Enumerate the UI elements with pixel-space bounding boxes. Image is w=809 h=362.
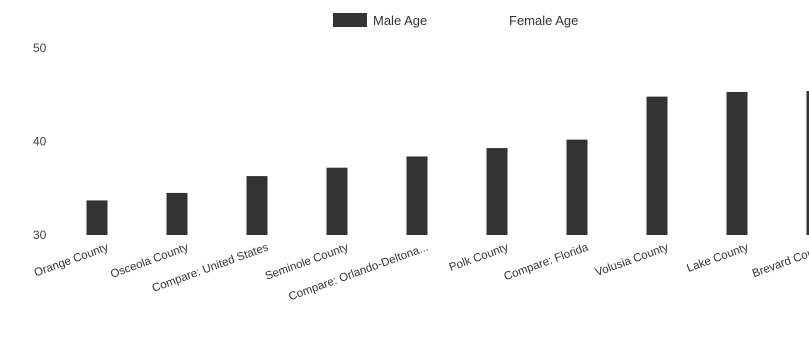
bar-male-age[interactable] [406,156,428,235]
x-category-label: Volusia County [594,241,670,279]
x-category-label: Compare: Florida [502,241,590,283]
legend-label-female-age[interactable]: Female Age [509,13,578,28]
bar-male-age[interactable] [326,167,348,235]
legend-label-male-age[interactable]: Male Age [373,13,427,28]
bar-male-age[interactable] [806,91,809,235]
bars [86,91,809,236]
bar-male-age[interactable] [646,96,668,236]
x-category-label: Compare: Orlando-Deltona... [287,242,430,304]
y-tick-label: 40 [33,135,47,149]
x-category-label: Polk County [448,241,511,274]
bar-male-age[interactable] [166,192,188,235]
bar-male-age[interactable] [86,200,108,235]
bar-male-age[interactable] [246,176,268,235]
bar-male-age[interactable] [726,91,748,235]
x-category-label: Lake County [685,241,750,274]
legend-swatch-male-age[interactable] [333,13,367,27]
x-category-label: Orange County [33,241,111,279]
bar-male-age[interactable] [566,139,588,235]
x-category-label: Brevard County [751,241,809,280]
y-axis: 30 40 50 [33,41,47,242]
legend: Male Age Female Age [333,13,578,28]
y-tick-label: 50 [33,41,47,55]
y-tick-label: 30 [33,228,47,242]
bar-male-age[interactable] [486,148,508,235]
